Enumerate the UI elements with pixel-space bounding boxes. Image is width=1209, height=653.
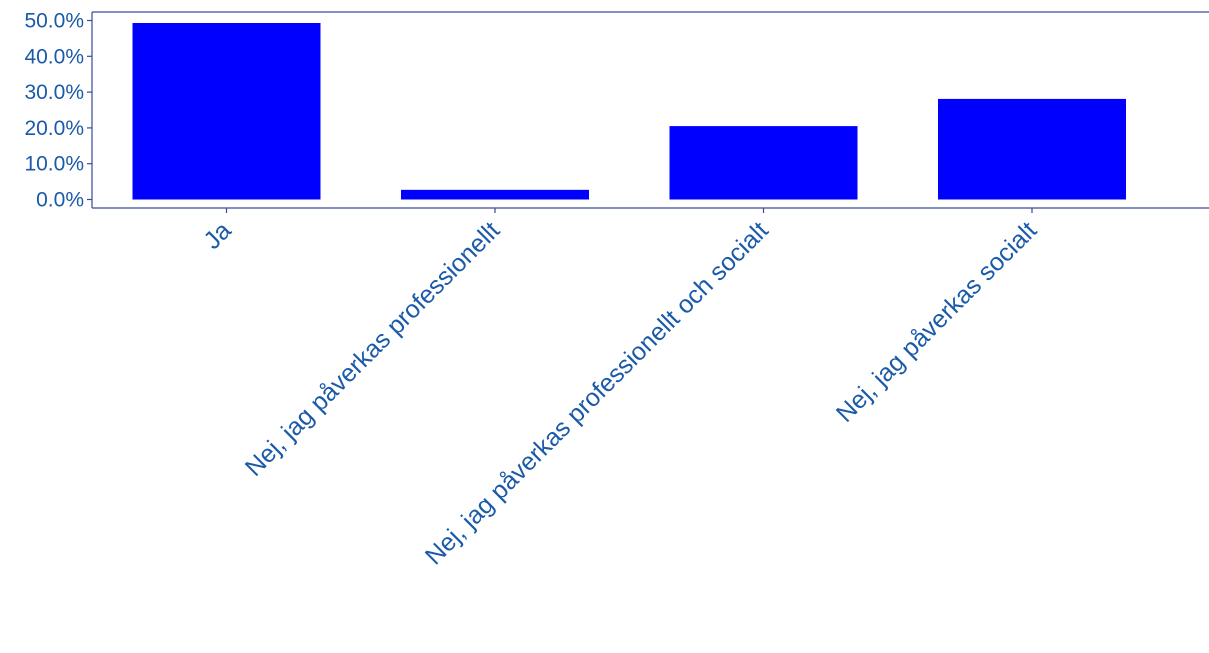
- y-tick-label: 50.0%: [24, 10, 84, 33]
- bar: [401, 189, 589, 200]
- bar: [132, 23, 321, 200]
- x-tick-label: Nej, jag påverkas professionellt: [240, 216, 505, 481]
- bar: [669, 126, 858, 200]
- y-axis-ticks: 0.0% 10.0% 20.0% 30.0% 40.0% 50.0%: [24, 10, 92, 212]
- bars: [132, 23, 1126, 200]
- y-tick-label: 0.0%: [36, 189, 84, 212]
- x-tick-label: Nej, jag påverkas socialt: [831, 216, 1042, 427]
- y-tick-label: 30.0%: [24, 81, 84, 104]
- x-tick-label: Nej, jag påverkas professionellt och soc…: [420, 216, 774, 570]
- x-tick-label: Ja: [198, 216, 237, 255]
- bar: [938, 98, 1126, 200]
- y-tick-label: 40.0%: [24, 45, 84, 68]
- y-tick-label: 20.0%: [24, 117, 84, 140]
- y-tick-label: 10.0%: [24, 153, 84, 176]
